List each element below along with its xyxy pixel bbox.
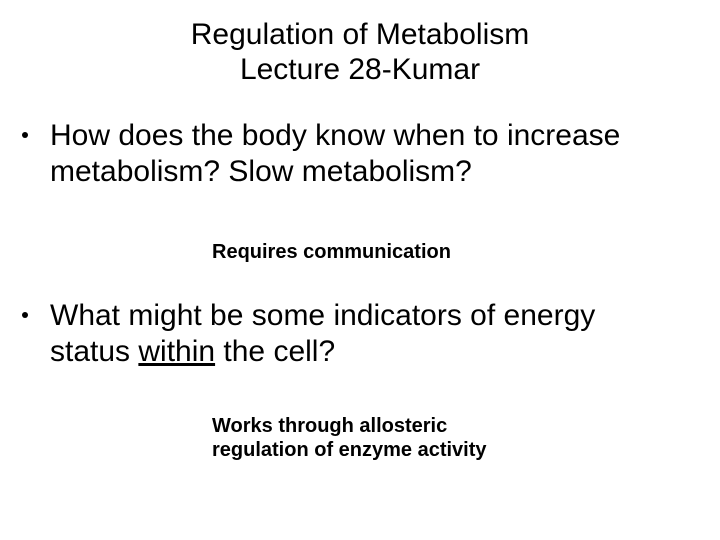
note-2: Works through allosteric regulation of e… — [212, 414, 512, 462]
bullet-1: How does the body know when to increase … — [22, 118, 682, 190]
bullet-2: What might be some indicators of energy … — [22, 298, 682, 370]
slide: Regulation of Metabolism Lecture 28-Kuma… — [0, 0, 720, 540]
note-1-text: Requires communication — [212, 241, 451, 263]
slide-title: Regulation of Metabolism Lecture 28-Kuma… — [0, 18, 720, 87]
bullet-2-text: What might be some indicators of energy … — [50, 298, 682, 370]
title-line-1: Regulation of Metabolism — [191, 18, 530, 51]
note-1: Requires communication — [212, 240, 451, 264]
bullet-1-text: How does the body know when to increase … — [50, 118, 682, 190]
note-2-line-1: Works through allosteric — [212, 415, 447, 437]
note-2-line-2: regulation of enzyme activity — [212, 439, 487, 461]
bullet-dot-icon — [22, 312, 28, 318]
title-line-2: Lecture 28-Kumar — [240, 53, 480, 86]
bullet-dot-icon — [22, 132, 28, 138]
underlined-word: within — [138, 335, 215, 368]
